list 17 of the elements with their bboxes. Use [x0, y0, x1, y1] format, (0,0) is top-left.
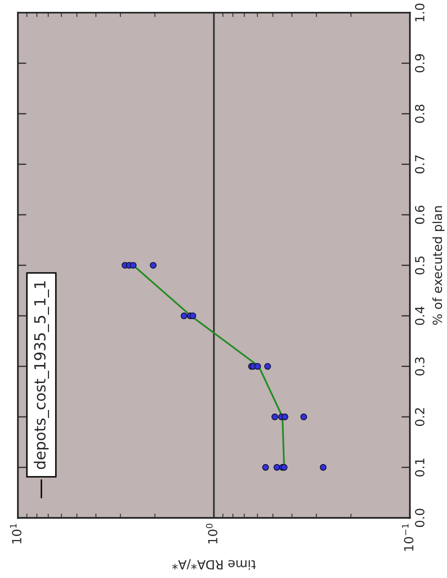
y-tick-label: 1.0: [414, 4, 424, 22]
x-tick-label: 10$^{−1}$: [402, 524, 414, 551]
y-tick-label: 0.0: [414, 508, 424, 528]
y-tick-label: 0.4: [414, 306, 424, 325]
y-tick-label: 0.7: [414, 155, 424, 174]
y-tick-label: 0.5: [414, 256, 424, 274]
y-tick-label: 0.2: [414, 408, 424, 426]
x-tick-label: 10$^{0}$: [206, 524, 218, 544]
x-tick-label: 10$^{1}$: [10, 524, 22, 544]
y-tick-label: 0.3: [414, 357, 424, 376]
y-axis-title: % of executed plan: [432, 206, 445, 325]
y-tick-label: 0.6: [414, 206, 424, 224]
text: depots_cost_1935_5_1_1: [34, 281, 50, 470]
y-tick-label: 0.9: [414, 54, 424, 72]
y-tick-label: 0.1: [414, 458, 424, 476]
y-tick-label: 0.8: [414, 104, 424, 123]
x-axis-title: time RDA*/A*: [172, 559, 256, 570]
